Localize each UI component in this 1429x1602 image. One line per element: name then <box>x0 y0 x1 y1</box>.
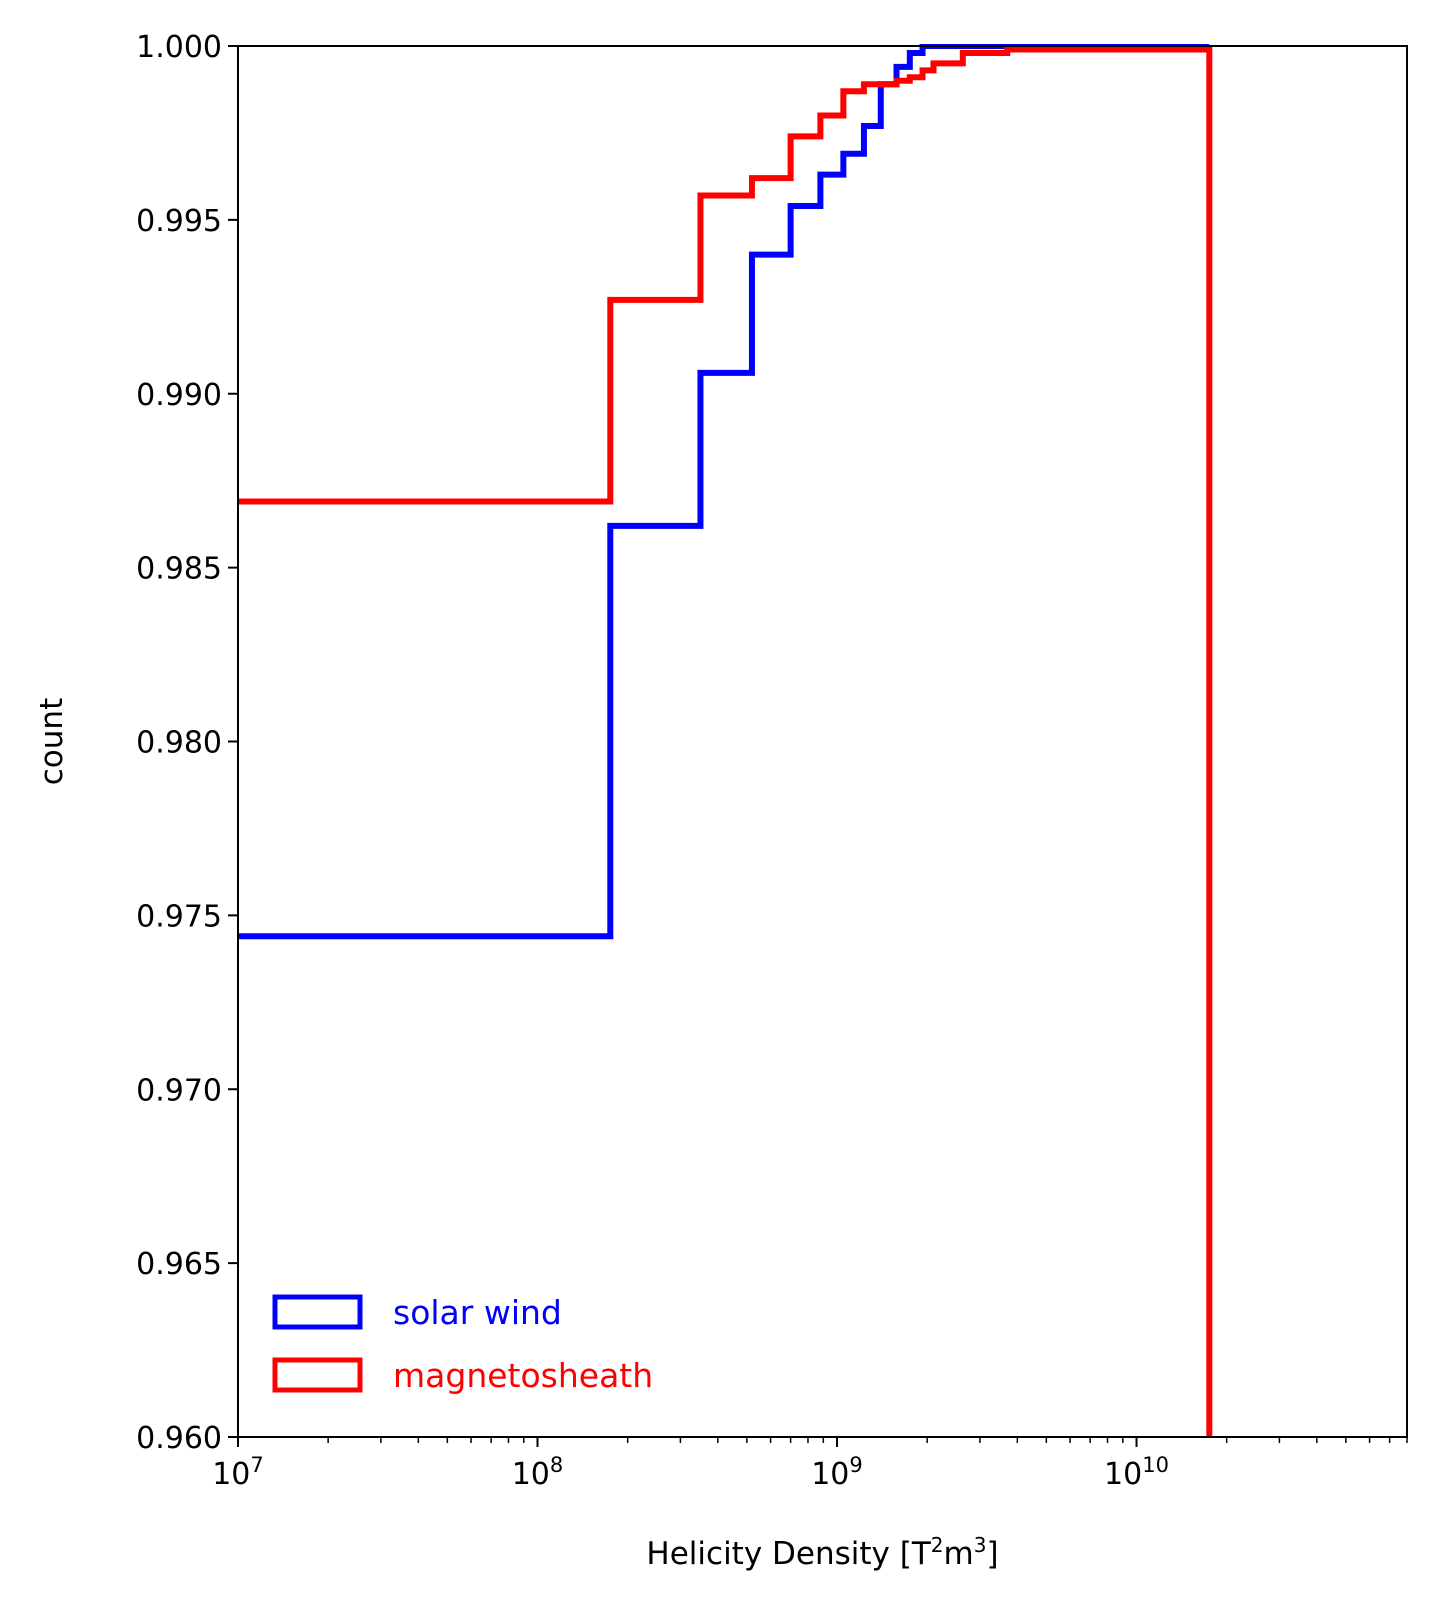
x-axis-label-unit: m <box>944 1536 974 1572</box>
series-layer <box>238 44 1213 1437</box>
x-tick-label: 107 <box>212 1453 264 1492</box>
x-tick-label: 109 <box>811 1453 863 1492</box>
legend-label: solar wind <box>393 1293 562 1332</box>
y-tick-label: 0.985 <box>136 552 222 587</box>
y-tick-label: 0.965 <box>136 1247 222 1282</box>
x-axis-label: Helicity Density [T2m3] <box>646 1533 998 1572</box>
x-axis: 107 108 109 1010 <box>212 1437 1408 1492</box>
y-tick-label: 0.960 <box>136 1421 222 1456</box>
x-axis-label-close: ] <box>986 1536 998 1572</box>
y-tick-label: 0.995 <box>136 204 222 239</box>
x-axis-label-main: Helicity Density [T <box>646 1536 931 1572</box>
y-tick-label: 0.975 <box>136 899 222 934</box>
legend-label: magnetosheath <box>393 1356 653 1395</box>
y-tick-label: 1.000 <box>136 30 222 65</box>
y-tick-label: 0.990 <box>136 378 222 413</box>
y-axis: 0.960 0.965 0.970 0.975 0.980 0.985 0.990 0.995… <box>136 30 238 1456</box>
legend: solar wind magnetosheath <box>272 1293 653 1395</box>
x-tick-label: 108 <box>512 1453 564 1492</box>
x-axis-label-sup2: 3 <box>974 1533 987 1557</box>
legend-swatch <box>272 1357 363 1393</box>
x-axis-label-sup1: 2 <box>931 1533 944 1557</box>
series-line-magnetosheath <box>238 46 1213 1437</box>
x-tick-label: 1010 <box>1104 1453 1169 1492</box>
y-axis-label: count <box>34 698 70 785</box>
series-line-solar-wind <box>238 44 1210 940</box>
legend-swatch <box>272 1294 363 1330</box>
y-tick-label: 0.970 <box>136 1073 222 1108</box>
y-tick-label: 0.980 <box>136 726 222 761</box>
